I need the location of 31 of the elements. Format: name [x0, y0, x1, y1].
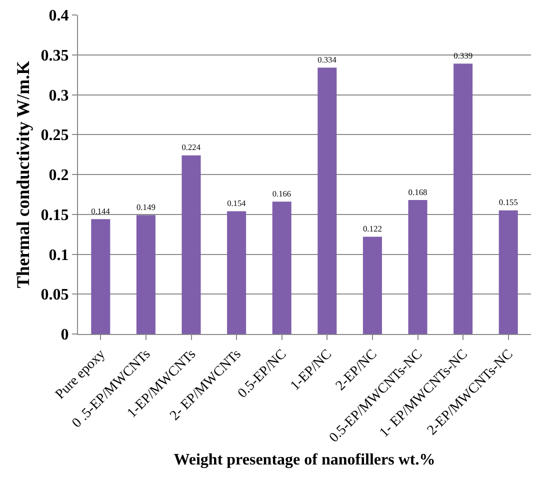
bar — [136, 215, 156, 334]
bar — [318, 68, 337, 334]
x-axis-title: Weight presentage of nanofillers wt.% — [174, 451, 436, 468]
y-tick-label: 0.35 — [40, 47, 69, 64]
data-label: 0.149 — [136, 202, 156, 212]
y-tick-label: 0.1 — [48, 246, 69, 264]
bar — [227, 211, 246, 334]
data-label: 0.122 — [362, 223, 382, 234]
data-label: 0.144 — [91, 206, 111, 216]
y-tick-label: 0.05 — [40, 286, 69, 304]
bar — [454, 64, 473, 334]
data-label: 0.154 — [227, 198, 247, 208]
bar — [498, 210, 518, 334]
y-tick-label: 0.2 — [48, 167, 69, 184]
y-tick-label: 0.3 — [48, 87, 69, 104]
data-label: 0.155 — [498, 197, 518, 208]
y-tick-label: 0.15 — [40, 206, 69, 224]
y-axis-title: Thermal conductivity W/m.K — [13, 60, 33, 288]
data-label: 0.224 — [182, 143, 202, 152]
bar — [182, 155, 201, 334]
data-label: 0.166 — [272, 189, 292, 198]
data-label: 0.168 — [408, 186, 428, 197]
y-tick-label: 0 — [60, 326, 69, 344]
bar — [362, 236, 382, 334]
bar — [272, 202, 292, 334]
y-tick-label: 0.4 — [48, 8, 69, 25]
bar — [91, 219, 110, 334]
data-label: 0.339 — [454, 50, 473, 60]
bar — [408, 200, 428, 334]
y-tick-label: 0.25 — [40, 127, 69, 144]
data-label: 0.334 — [318, 55, 338, 64]
